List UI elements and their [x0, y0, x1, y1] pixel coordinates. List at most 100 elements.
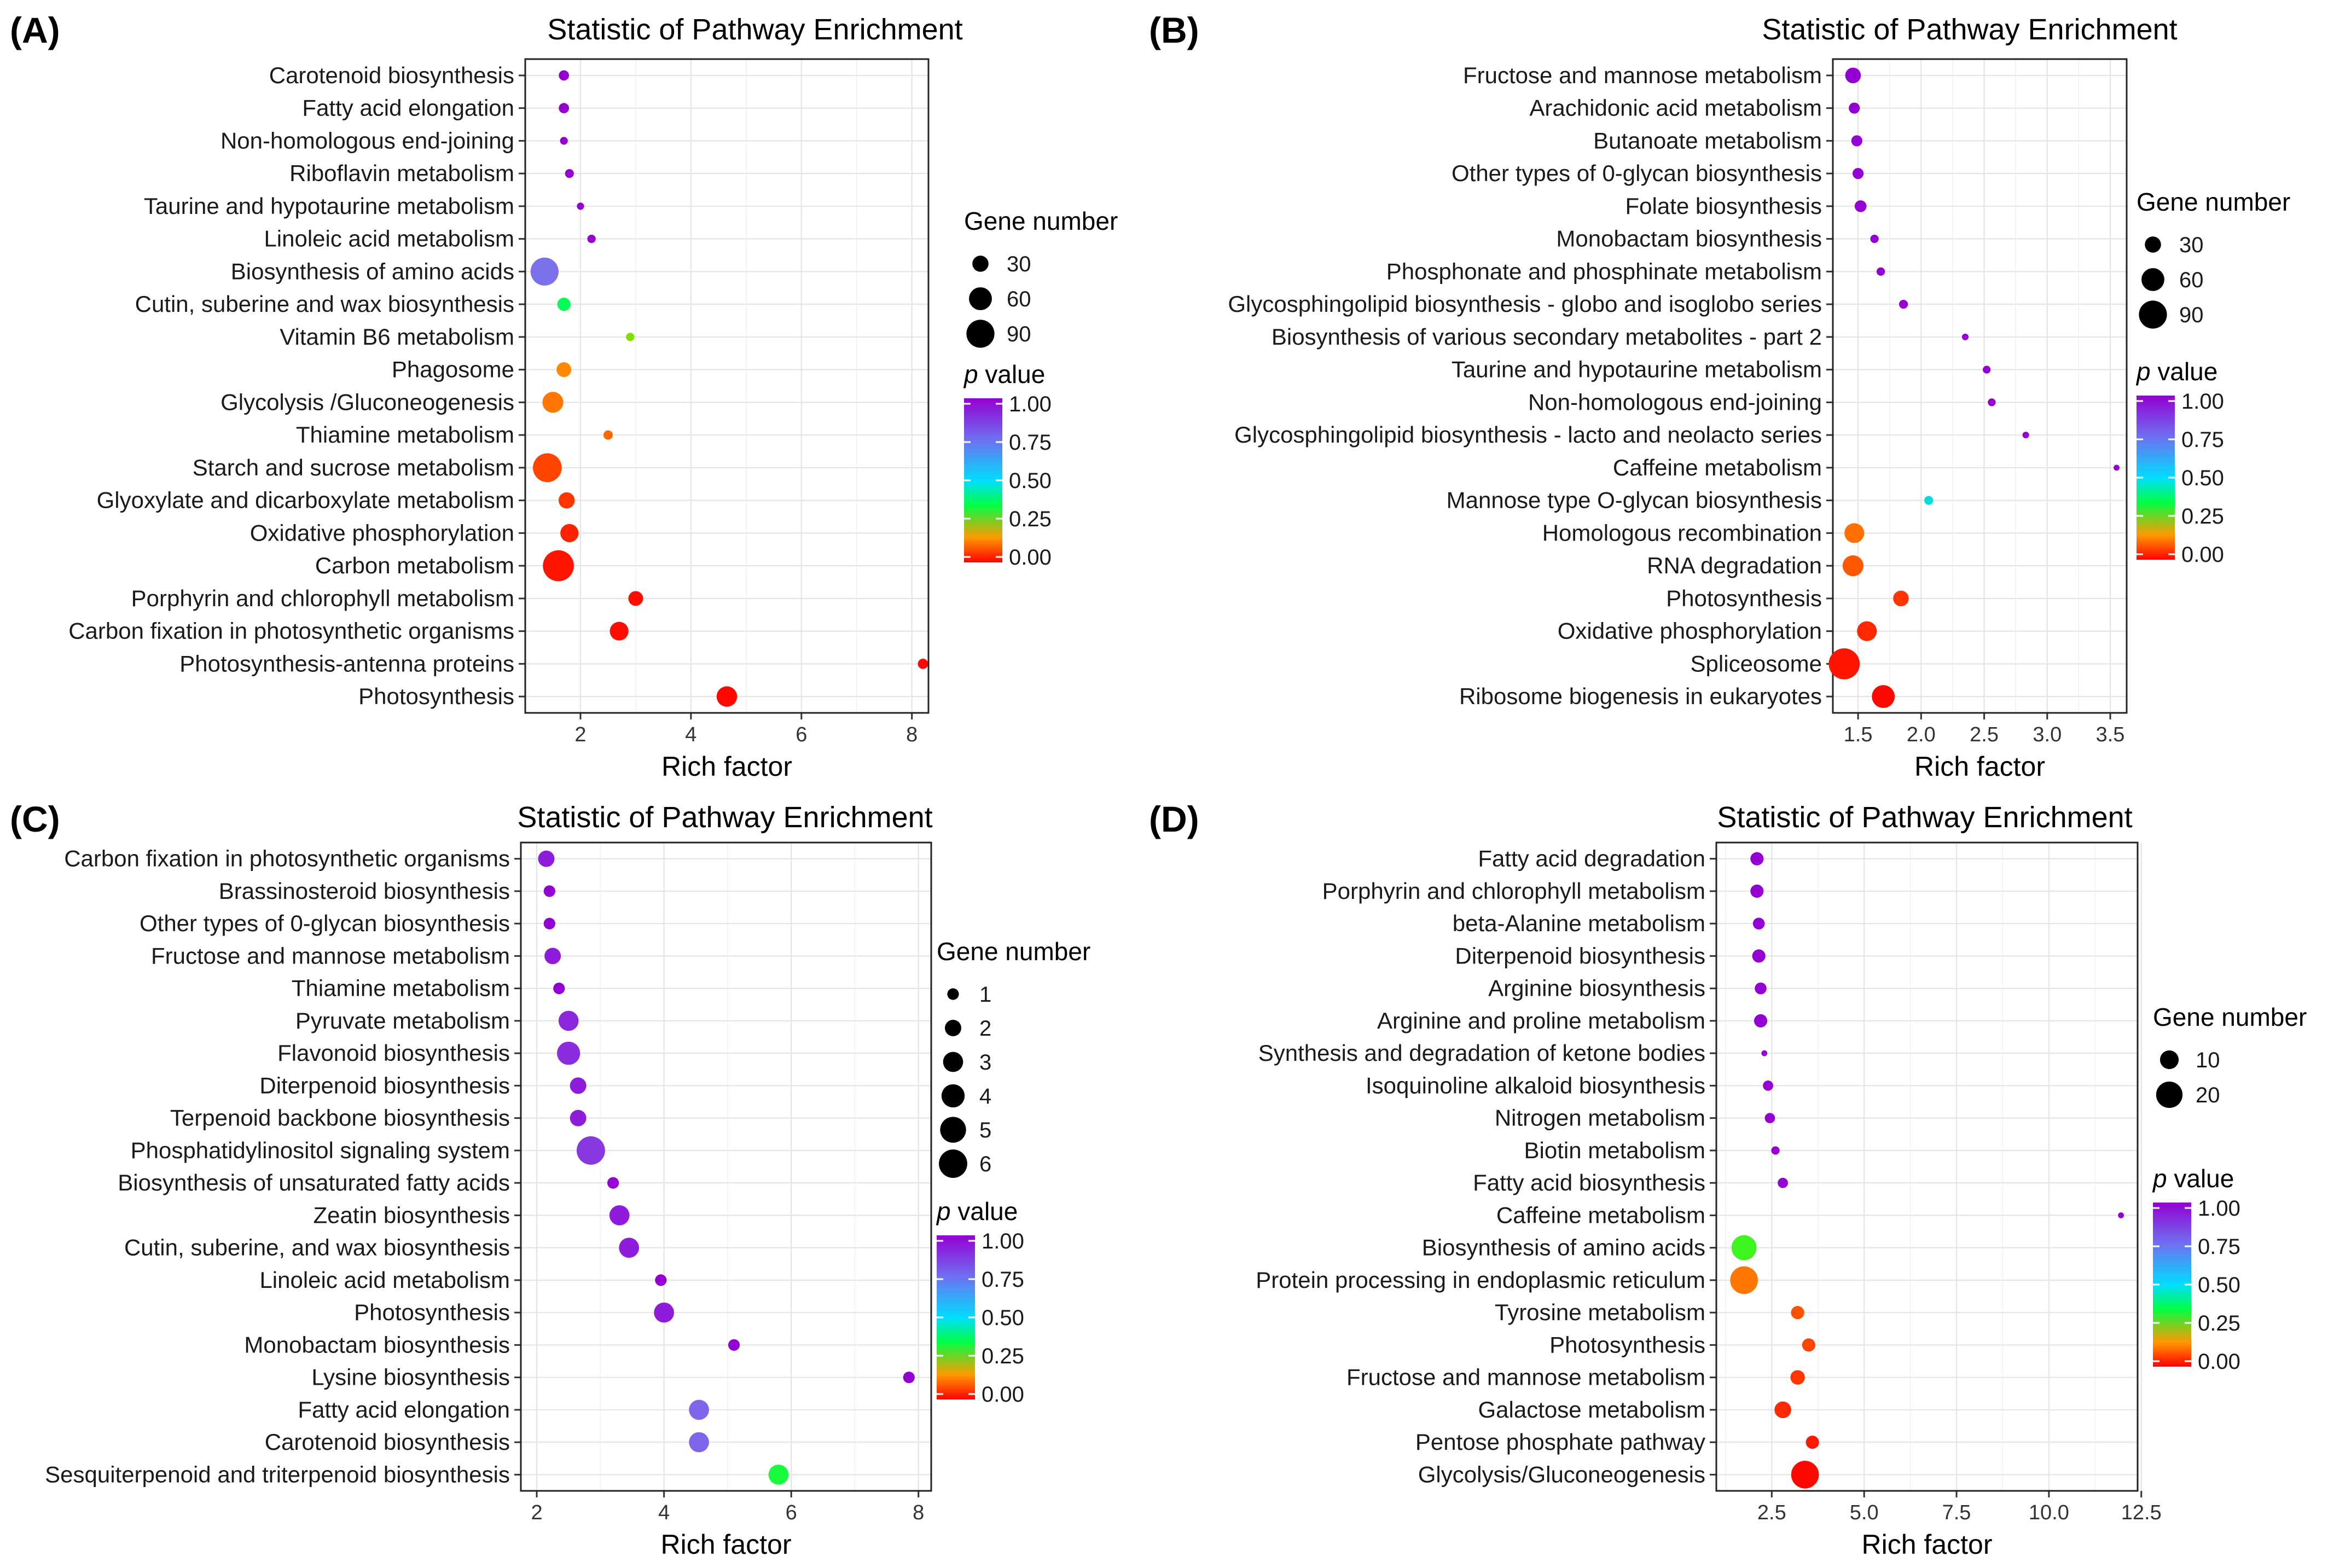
data-point — [1774, 1401, 1791, 1419]
x-tick-label: 7.5 — [1942, 1501, 1971, 1524]
data-point — [1802, 1338, 1815, 1352]
data-point — [543, 550, 574, 582]
plot-border — [524, 58, 930, 714]
size-legend-dot — [2145, 236, 2161, 253]
y-tick-label: Taurine and hypotaurine metabolism — [144, 193, 514, 219]
color-legend-title-value: value — [2167, 1164, 2234, 1193]
color-bar-label: 0.50 — [2181, 466, 2224, 490]
y-tick-label: Biosynthesis of unsaturated fatty acids — [118, 1170, 510, 1195]
data-point — [1983, 365, 1991, 374]
y-tick-label: Glycolysis/Gluconeogenesis — [1418, 1461, 1705, 1487]
plot-border — [1832, 58, 2128, 714]
data-point — [1876, 267, 1885, 276]
x-tick-label: 6 — [796, 723, 807, 746]
color-bar-label: 1.00 — [1009, 392, 1052, 416]
y-tick-label: Mannose type O-glycan biosynthesis — [1447, 487, 1822, 513]
y-tick-label: Biotin metabolism — [1524, 1137, 1705, 1163]
y-tick-label: Phosphonate and phosphinate metabolism — [1386, 258, 1822, 284]
data-point — [544, 948, 561, 965]
x-tick-label: 2 — [574, 723, 586, 746]
size-legend-label: 60 — [1007, 287, 1031, 311]
y-tick-label: Carbon fixation in photosynthetic organi… — [64, 846, 510, 872]
color-bar-label: 0.25 — [2181, 504, 2224, 529]
chart-panel-3: (C) Statistic of Pathway Enrichment Carbon… — [10, 799, 1090, 1560]
data-point — [570, 1077, 587, 1094]
data-point — [1778, 1177, 1788, 1188]
size-legend-dot — [947, 988, 959, 1000]
y-tick-label: Vitamin B6 metabolism — [280, 324, 514, 350]
y-tick-label: Carbon metabolism — [315, 553, 514, 578]
x-tick-label: 6 — [786, 1501, 797, 1524]
data-point — [587, 234, 596, 243]
x-tick-label: 5.0 — [1850, 1501, 1879, 1524]
data-point — [565, 169, 574, 178]
size-legend-dot — [966, 320, 995, 348]
y-tick-label: Other types of 0-glycan biosynthesis — [140, 910, 510, 936]
y-tick-label: Riboflavin metabolism — [289, 160, 514, 186]
color-legend-title: p value — [2152, 1164, 2234, 1193]
chart-title: Statistic of Pathway Enrichment — [547, 13, 962, 46]
data-point — [1857, 621, 1877, 641]
color-legend-title: p value — [936, 1197, 1018, 1226]
y-tick-label: Galactose metabolism — [1478, 1397, 1705, 1422]
y-tick-label: Non-homologous end-joining — [1528, 389, 1822, 415]
chart-panel-1: (A) Statistic of Pathway Enrichment Carote… — [10, 10, 1118, 782]
size-legend-label: 5 — [979, 1118, 991, 1142]
data-point — [1849, 102, 1860, 114]
data-point — [689, 1399, 709, 1420]
y-tick-label: Porphyrin and chlorophyll metabolism — [1322, 878, 1705, 904]
chart-title: Statistic of Pathway Enrichment — [1762, 13, 2177, 46]
size-legend-title: Gene number — [937, 937, 1090, 966]
y-tick-label: Phagosome — [392, 357, 514, 382]
x-tick-label: 1.5 — [1844, 723, 1873, 746]
x-axis-title: Rich factor — [1914, 751, 2045, 782]
y-tick-label: Tyrosine metabolism — [1495, 1299, 1705, 1325]
data-point — [1752, 917, 1765, 930]
data-point — [1764, 1113, 1775, 1123]
color-legend-title-p: p — [963, 360, 978, 388]
data-point — [1755, 982, 1767, 995]
size-legend-dot — [941, 1084, 965, 1108]
x-axis-title: Rich factor — [1862, 1529, 1993, 1560]
size-legend-dot — [943, 1052, 963, 1072]
color-bar-label: 0.00 — [1009, 545, 1052, 570]
color-bar-label: 0.50 — [2198, 1273, 2240, 1297]
color-bar-label: 0.75 — [982, 1268, 1024, 1292]
data-point — [1763, 1081, 1773, 1091]
x-tick-label: 4 — [658, 1501, 670, 1524]
y-tick-label: Photosynthesis — [1549, 1332, 1705, 1357]
y-tick-label: Porphyrin and chlorophyll metabolism — [131, 585, 514, 611]
size-legend-dot — [2139, 300, 2167, 329]
y-tick-label: Pyruvate metabolism — [295, 1008, 510, 1033]
color-legend-title-value: value — [2151, 357, 2218, 386]
data-point — [1750, 852, 1764, 866]
y-tick-label: Arachidonic acid metabolism — [1529, 95, 1822, 121]
data-point — [1761, 1050, 1768, 1056]
size-legend-dot — [969, 287, 992, 310]
color-bar-label: 0.25 — [2198, 1311, 2240, 1335]
data-point — [558, 1011, 579, 1031]
color-legend-title-p: p — [2152, 1164, 2167, 1193]
x-tick-label: 2 — [531, 1501, 542, 1524]
size-legend-dot — [945, 1020, 961, 1036]
size-legend-dot — [2141, 268, 2164, 291]
y-tick-label: Cutin, suberine and wax biosynthesis — [135, 291, 514, 317]
chart-panel-2: (B) Statistic of Pathway Enrichment Fructo… — [1149, 10, 2290, 782]
data-point — [533, 453, 562, 483]
data-point — [1771, 1146, 1780, 1155]
data-point — [538, 850, 555, 867]
data-point — [918, 659, 928, 669]
data-point — [626, 333, 635, 341]
y-tick-label: RNA degradation — [1647, 553, 1822, 578]
color-bar-label: 1.00 — [982, 1229, 1024, 1253]
data-point — [543, 917, 555, 930]
y-tick-label: Homologous recombination — [1542, 520, 1822, 545]
data-point — [628, 591, 643, 606]
y-tick-label: Arginine and proline metabolism — [1377, 1008, 1705, 1033]
size-legend-label: 60 — [2179, 268, 2204, 292]
color-legend-title-p: p — [936, 1197, 951, 1226]
color-bar-label: 0.25 — [982, 1344, 1024, 1368]
panel-letter: (C) — [10, 799, 60, 839]
size-legend-label: 30 — [1007, 252, 1031, 276]
